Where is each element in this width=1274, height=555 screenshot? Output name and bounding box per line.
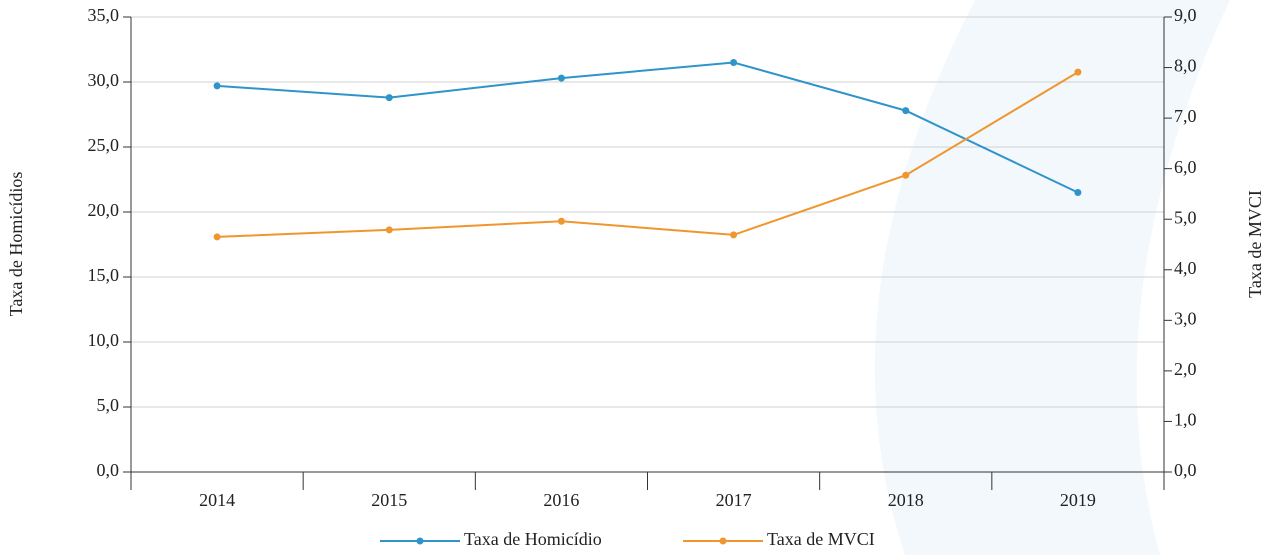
y2-tick-label: 8,0	[1174, 56, 1197, 76]
y2-tick-label: 2,0	[1174, 359, 1197, 379]
legend-label: Taxa de MVCI	[767, 529, 875, 549]
point	[1074, 68, 1082, 76]
point	[213, 82, 221, 90]
point	[385, 226, 393, 234]
y-tick-label: 5,0	[97, 395, 120, 415]
y2-tick-label: 5,0	[1174, 207, 1197, 227]
x-tick-label: 2016	[543, 490, 579, 510]
y-tick-label: 20,0	[88, 200, 120, 220]
point	[730, 59, 738, 66]
y-tick-label: 35,0	[88, 5, 120, 25]
y2-axis-title: Taxa de MVCI	[1245, 190, 1265, 298]
y2-tick-label: 0,0	[1174, 460, 1197, 480]
point	[385, 94, 393, 102]
series-line	[217, 71, 1079, 238]
point	[213, 233, 221, 241]
x-tick-label: 2015	[371, 490, 407, 510]
legend-marker	[719, 537, 727, 545]
legend-label: Taxa de Homicídio	[464, 529, 602, 549]
point	[1074, 189, 1082, 196]
y2-tick-label: 9,0	[1174, 5, 1197, 25]
x-tick-label: 2017	[716, 490, 752, 510]
y-tick-label: 30,0	[88, 70, 120, 90]
y-tick-label: 10,0	[88, 330, 120, 350]
legend-marker	[416, 537, 424, 545]
y2-tick-label: 1,0	[1174, 410, 1197, 430]
y-tick-label: 15,0	[88, 265, 120, 285]
x-tick-label: 2019	[1060, 490, 1096, 510]
y-tick-label: 0,0	[97, 460, 120, 480]
y2-tick-label: 4,0	[1174, 258, 1197, 278]
point	[557, 74, 565, 82]
y-tick-label: 25,0	[88, 135, 120, 155]
point	[902, 171, 910, 179]
point	[730, 231, 738, 239]
point	[902, 107, 910, 115]
y2-tick-label: 6,0	[1174, 157, 1197, 177]
x-tick-label: 2018	[888, 490, 924, 510]
y-axis-title: Taxa de Homicídios	[6, 172, 26, 317]
y2-tick-label: 3,0	[1174, 308, 1197, 328]
x-tick-label: 2014	[199, 490, 235, 510]
point	[557, 217, 565, 225]
series-line	[217, 61, 1079, 194]
y2-tick-label: 7,0	[1174, 106, 1197, 126]
